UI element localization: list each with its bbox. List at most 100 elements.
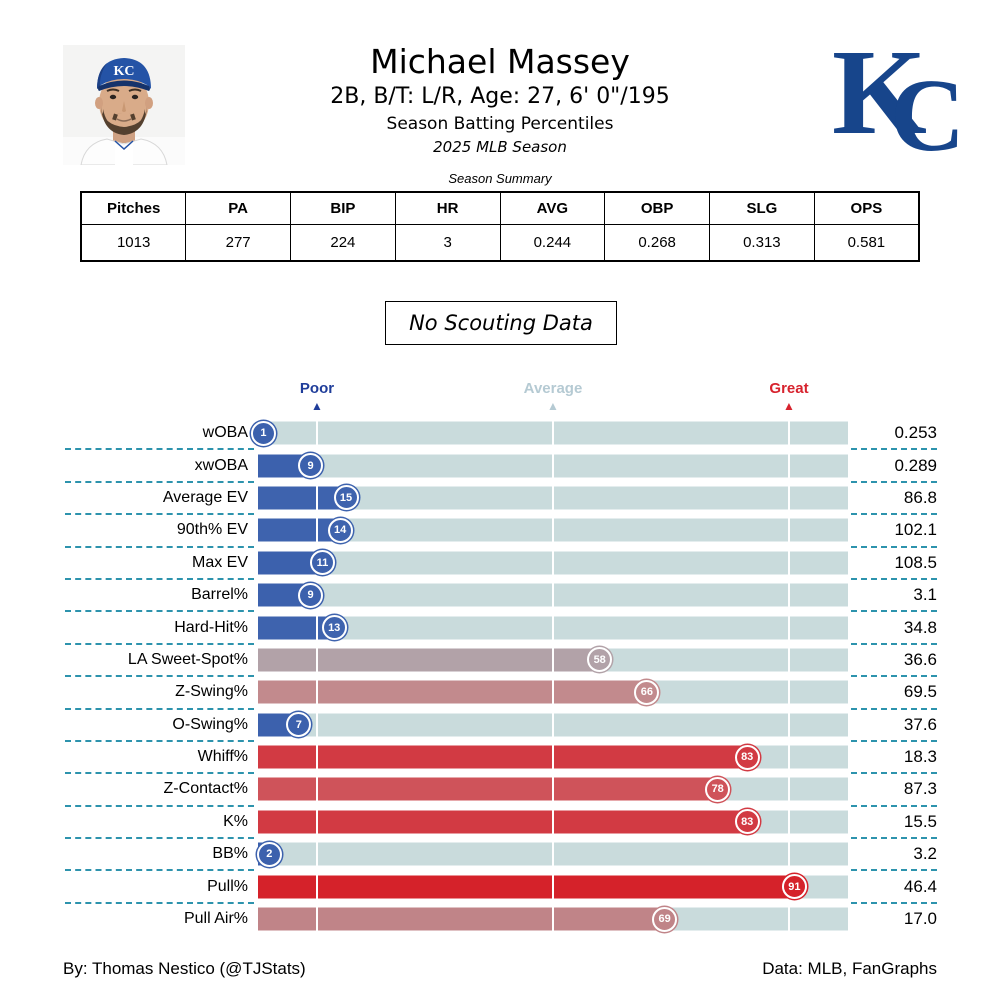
stat-value: 37.6	[903, 714, 937, 734]
gridline-90	[788, 616, 790, 640]
stat-value: 34.8	[903, 617, 937, 637]
row-separator-right	[851, 901, 937, 904]
stat-value: 3.1	[913, 585, 937, 605]
row-separator-left	[65, 675, 254, 678]
summary-cell-value: 0.313	[709, 224, 815, 262]
footer: By: Thomas Nestico (@TJStats) Data: MLB,…	[63, 959, 937, 979]
gridline-50	[552, 616, 554, 640]
stat-value: 18.3	[903, 747, 937, 767]
summary-header-row: Pitches PA BIP HR AVG OBP SLG OPS	[80, 191, 920, 225]
credit-data-source: Data: MLB, FanGraphs	[762, 959, 937, 978]
bar-fill	[258, 648, 601, 672]
percentile-bar: 14	[258, 517, 848, 543]
percentile-badge: 1	[250, 420, 276, 446]
stat-value: 102.1	[894, 520, 937, 540]
percentile-row-o-swing-: O-Swing% 7 37.6	[0, 709, 1000, 742]
stat-value: 87.3	[903, 779, 937, 799]
percentile-row-la-sweet-spot-: LA Sweet-Spot% 58 36.6	[0, 644, 1000, 678]
row-separator-right	[851, 545, 937, 548]
percentile-axis-markers: Poor ▲ Average ▲ Great ▲	[0, 381, 1000, 417]
percentile-row-xwoba: xwOBA 9 0.289	[0, 449, 1000, 483]
row-separator-left	[65, 739, 254, 742]
player-headshot-image: KC	[63, 45, 185, 166]
row-separator-right	[851, 707, 937, 710]
axis-marker-triangle-icon: ▲	[783, 399, 795, 413]
stat-label: Barrel%	[191, 586, 248, 604]
bar-fill	[258, 454, 312, 478]
percentile-row-k-: K% 83 15.5	[0, 806, 1000, 840]
percentile-row-90th-ev: 90th% EV 14 102.1	[0, 514, 1000, 548]
axis-marker-great: Great ▲	[769, 381, 808, 412]
percentile-bar: 78	[258, 776, 848, 802]
percentile-badge: 9	[298, 582, 324, 608]
row-separator-right	[851, 577, 937, 580]
row-separator-left	[65, 545, 254, 548]
chart-type-label: Season Batting Percentiles	[386, 114, 614, 135]
percentile-chart: wOBA 1 0.253 xwOBA 9 0.289 Average EV	[0, 417, 1000, 935]
axis-marker-poor: Poor ▲	[300, 381, 334, 412]
percentile-row-z-contact-: Z-Contact% 78 87.3	[0, 773, 1000, 807]
gridline-90	[788, 842, 790, 866]
bar-fill	[258, 616, 335, 640]
percentile-bar: 9	[258, 453, 848, 479]
gridline-50	[552, 648, 554, 672]
row-separator-right	[851, 642, 937, 645]
stat-label: K%	[223, 812, 248, 830]
gridline-90	[788, 518, 790, 542]
bar-fill	[258, 777, 719, 801]
percentile-row-z-swing-: Z-Swing% 66 69.5	[0, 676, 1000, 710]
team-logo-kc: K C	[828, 25, 968, 173]
no-scouting-data-label: No Scouting Data	[409, 311, 593, 335]
summary-column-header: BIP	[290, 191, 396, 225]
stat-label: Whiff%	[197, 748, 248, 766]
stat-value: 15.5	[903, 811, 937, 831]
percentile-row-bb-: BB% 2 3.2	[0, 838, 1000, 872]
gridline-50	[552, 875, 554, 899]
percentile-badge: 83	[734, 744, 760, 770]
percentile-row-max-ev: Max EV 11 108.5	[0, 547, 1000, 580]
summary-table-title: Season Summary	[448, 171, 552, 186]
stat-label: Z-Swing%	[175, 683, 248, 701]
row-separator-left	[65, 707, 254, 710]
gridline-10	[316, 713, 318, 737]
row-separator-right	[851, 480, 937, 483]
row-separator-left	[65, 804, 254, 807]
team-logo-letter-c: C	[890, 58, 966, 173]
gridline-10	[316, 518, 318, 542]
gridline-10	[316, 907, 318, 931]
stat-value: 17.0	[903, 909, 937, 929]
season-summary-table: Pitches PA BIP HR AVG OBP SLG OPS 1013 277 224 3 0.…	[80, 191, 920, 262]
row-separator-right	[851, 675, 937, 678]
gridline-50	[552, 907, 554, 931]
gridline-10	[316, 680, 318, 704]
gridline-90	[788, 907, 790, 931]
row-separator-right	[851, 739, 937, 742]
gridline-10	[316, 777, 318, 801]
summary-column-header: PA	[185, 191, 291, 225]
gridline-10	[316, 616, 318, 640]
gridline-50	[552, 583, 554, 607]
stat-value: 36.6	[903, 649, 937, 669]
gridline-50	[552, 486, 554, 510]
row-separator-right	[851, 869, 937, 872]
player-headshot: KC	[63, 45, 185, 166]
stat-value: 3.2	[913, 844, 937, 864]
season-label: 2025 MLB Season	[433, 138, 567, 157]
percentile-bar: 83	[258, 809, 848, 835]
gridline-90	[788, 454, 790, 478]
stat-label: xwOBA	[194, 456, 248, 474]
percentile-row-average-ev: Average EV 15 86.8	[0, 482, 1000, 516]
gridline-50	[552, 777, 554, 801]
row-separator-left	[65, 772, 254, 775]
percentile-badge: 15	[333, 485, 359, 511]
stat-value: 0.253	[894, 423, 937, 443]
gridline-50	[552, 421, 554, 445]
gridline-50	[552, 454, 554, 478]
row-separator-left	[65, 642, 254, 645]
summary-column-header: HR	[394, 191, 501, 225]
summary-column-header: OPS	[813, 191, 920, 225]
stat-value: 69.5	[903, 682, 937, 702]
gridline-90	[788, 421, 790, 445]
stat-label: Z-Contact%	[163, 780, 248, 798]
